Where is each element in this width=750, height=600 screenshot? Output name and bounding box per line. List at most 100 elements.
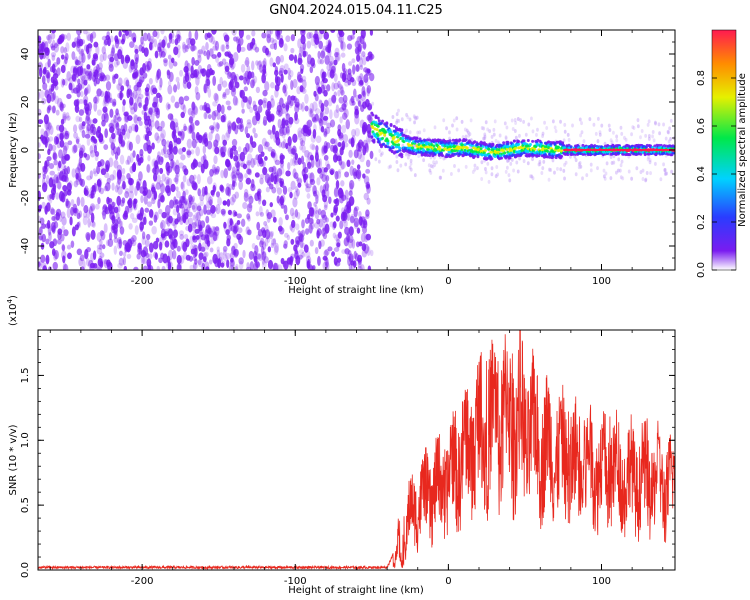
spectrogram-noise-cell [128,30,132,38]
spectrogram-noise-cell [143,142,149,152]
spectrogram-noise-cell [117,262,123,269]
spectrogram-halo-cell [545,125,549,130]
spectrogram-noise-cell [195,75,200,86]
spectrogram-noise-cell [78,109,85,116]
spectrogram-noise-cell [339,116,343,124]
spectrogram-noise-cell [327,97,333,107]
spectrogram-signal-cell [382,142,386,146]
spectrogram-noise-cell [312,128,317,139]
spectrogram-noise-cell [118,30,122,38]
spectrogram-signal-cell [426,138,430,142]
spectrogram-noise-cell [351,238,356,249]
spectrogram-noise-cell [117,48,123,60]
spectrogram-noise-cell [202,256,207,263]
spectrogram-halo-cell [453,163,456,168]
spectrogram-noise-cell [277,110,282,117]
spectrogram-noise-cell [311,113,316,122]
spectrogram-noise-cell [148,253,153,260]
spectrogram-noise-cell [121,183,127,189]
spectrogram-noise-cell [313,113,319,123]
spectrogram-noise-cell [88,206,93,216]
spectrogram-noise-cell [367,104,372,110]
spectrogram-noise-cell [126,84,132,90]
spectrogram-noise-cell [245,56,250,68]
spectrogram-halo-cell [518,133,521,138]
spectrogram-halo-cell [450,171,453,176]
spectrogram-signal-cell [391,146,395,150]
spectrogram-noise-cell [323,204,328,211]
spectrogram-halo-cell [585,173,589,178]
spectrogram-noise-cell [228,265,235,270]
spectrogram-noise-cell [122,256,127,266]
spectrogram-noise-cell [310,207,315,218]
spectrogram-halo-cell [433,125,437,130]
spectrogram-noise-cell [85,153,90,161]
spectrogram-halo-cell [627,169,631,174]
spectrogram-noise-cell [51,54,56,61]
spectrogram-noise-cell [339,147,344,156]
spectrogram-noise-cell [103,223,108,234]
spectrogram-noise-cell [313,33,319,40]
spectrogram-noise-cell [70,206,75,216]
spectrogram-halo-cell [471,169,475,174]
spectrogram-noise-cell [267,146,273,152]
spectrogram-noise-cell [220,185,225,193]
spectrogram-noise-cell [155,31,160,39]
spectrogram-noise-cell [220,151,226,158]
spectrogram-noise-cell [111,44,115,54]
x-tick-label: 0 [445,276,451,287]
spectrogram-noise-cell [294,104,300,114]
spectrogram-noise-cell [290,253,296,259]
spectrogram-noise-cell [116,83,122,91]
spectrogram-noise-cell [151,186,156,193]
spectrogram-noise-cell [60,162,65,170]
spectrogram-noise-cell [301,251,305,258]
spectrogram-noise-cell [178,230,185,236]
spectrogram-noise-cell [301,229,306,237]
spectrogram-noise-cell [87,50,91,61]
spectrogram-noise-cell [77,34,81,44]
spectrogram-noise-cell [279,65,285,72]
spectrogram-noise-cell [58,124,65,133]
spectrogram-noise-cell [120,38,125,45]
spectrogram-noise-cell [66,182,72,192]
spectrogram-noise-cell [118,238,122,249]
spectrogram-noise-cell [166,42,171,49]
spectrogram-noise-cell [347,250,352,256]
spectrogram-noise-cell [365,68,371,76]
spectrogram-noise-cell [293,54,298,64]
spectrogram-noise-cell [109,35,114,43]
spectrogram-noise-cell [285,214,289,221]
spectrogram-noise-cell [191,131,196,141]
spectrogram-noise-cell [90,229,96,240]
spectrogram-noise-cell [339,86,344,96]
spectrogram-noise-cell [228,224,232,232]
spectrogram-noise-cell [191,205,196,210]
spectrogram-halo-cell [498,133,502,138]
spectrogram-noise-cell [282,84,287,94]
spectrogram-noise-cell [214,168,220,175]
spectrogram-halo-cell [531,157,534,162]
spectrogram-noise-cell [200,246,206,252]
spectrogram-noise-cell [304,217,310,224]
spectrogram-noise-cell [64,153,71,161]
spectrogram-noise-cell [47,104,52,112]
spectrogram-halo-cell [612,130,615,135]
spectrogram-halo-cell [541,133,544,138]
spectrogram-halo-cell [408,130,412,135]
spectrogram-noise-cell [277,264,283,270]
spectrogram-noise-cell [197,259,202,266]
spectrogram-noise-cell [193,262,198,270]
spectrogram-noise-cell [68,180,73,188]
spectrogram-noise-cell [129,237,135,245]
spectrogram-noise-cell [210,190,215,197]
spectrogram-noise-cell [56,67,61,76]
spectrogram-noise-cell [320,125,325,133]
spectrogram-noise-cell [355,169,362,180]
spectrogram-noise-cell [229,252,235,260]
spectrogram-noise-cell [188,125,193,134]
spectrogram-noise-cell [369,30,374,36]
snr-y-label: SNR (10 * v/v) [8,424,19,495]
spectrogram-halo-cell [602,174,606,179]
spectrogram-noise-cell [101,119,106,127]
